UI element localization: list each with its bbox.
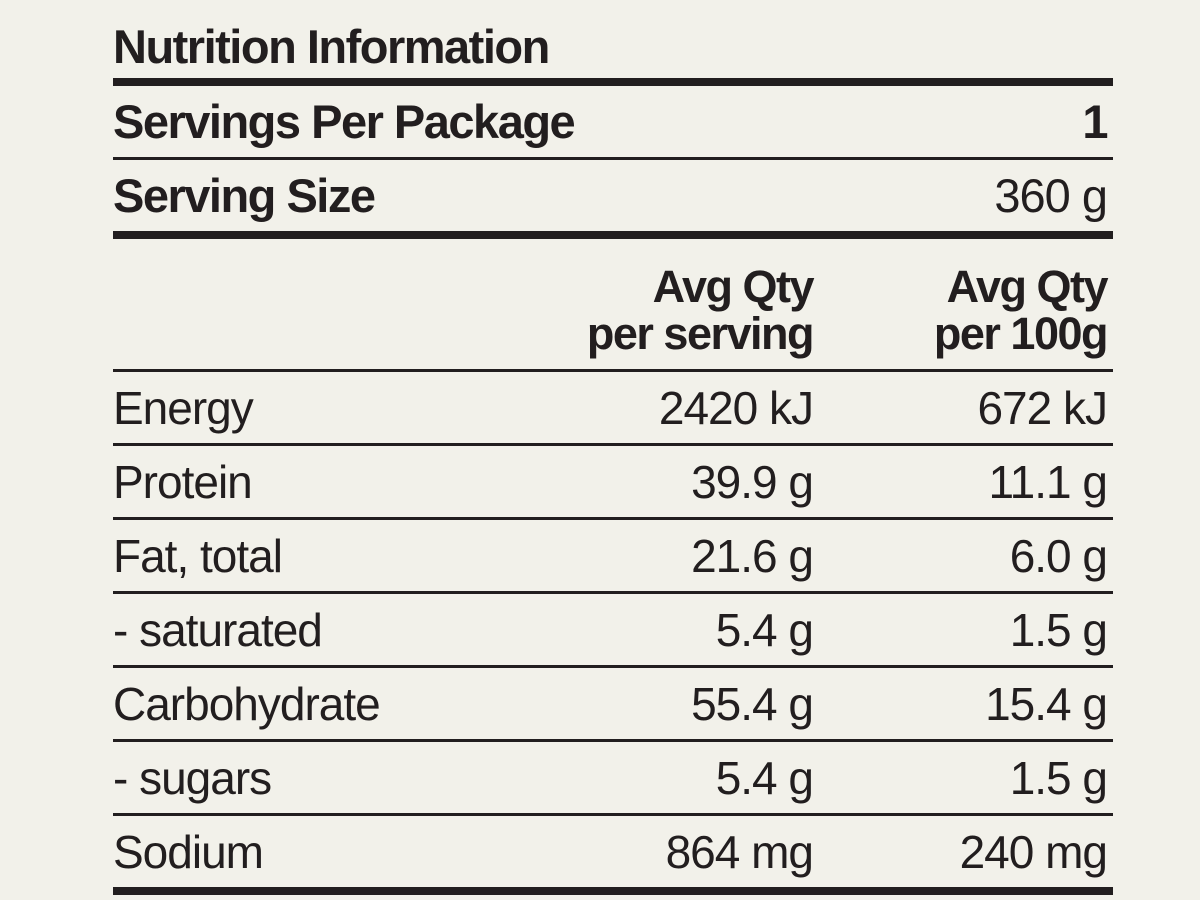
divider-row — [113, 591, 1113, 594]
divider-row — [113, 665, 1113, 668]
divider-header — [113, 369, 1113, 372]
panel-title: Nutrition Information — [113, 20, 550, 73]
serving-size-value: 360 g — [994, 169, 1108, 222]
servings-per-package-row: Servings Per Package 1 — [113, 86, 1113, 157]
per-100g-value: 11.1 g — [988, 455, 1108, 508]
divider-serving-size — [113, 231, 1113, 239]
nutrient-label: Carbohydrate — [113, 677, 381, 730]
column-header-per-serving-line1: Avg Qty — [652, 260, 815, 312]
divider-servings — [113, 157, 1113, 160]
per-100g-value: 6.0 g — [1009, 529, 1108, 582]
per-serving-value: 5.4 g — [715, 751, 814, 804]
nutrient-label: - saturated — [113, 603, 323, 656]
nutrient-row-protein: Protein 39.9 g 11.1 g — [113, 446, 1113, 517]
serving-size-row: Serving Size 360 g — [113, 160, 1113, 231]
divider-row — [113, 443, 1113, 446]
nutrient-row-carbohydrate: Carbohydrate 55.4 g 15.4 g — [113, 668, 1113, 739]
column-header-per-100g-line2: per 100g — [933, 307, 1109, 359]
divider-row — [113, 739, 1113, 742]
column-header-per-100g-line1: Avg Qty — [946, 260, 1109, 312]
nutrient-label: Fat, total — [113, 529, 283, 582]
column-header-per-100g: Avg Qty per 100g — [813, 260, 1113, 359]
nutrient-row-sugars: - sugars 5.4 g 1.5 g — [113, 742, 1113, 813]
divider-title — [113, 78, 1113, 86]
column-header-per-serving: Avg Qty per serving — [558, 260, 815, 359]
column-header-per-serving-line2: per serving — [586, 307, 815, 359]
divider-bottom — [113, 887, 1113, 895]
nutrient-label: Energy — [113, 381, 254, 434]
per-serving-value: 21.6 g — [691, 529, 814, 582]
nutrition-panel: Nutrition Information Servings Per Packa… — [113, 0, 1113, 895]
per-serving-value: 5.4 g — [715, 603, 814, 656]
column-header-row: Avg Qty per serving Avg Qty per 100g — [113, 239, 1113, 369]
per-serving-value: 864 mg — [665, 825, 814, 878]
nutrient-row-energy: Energy 2420 kJ 672 kJ — [113, 372, 1113, 443]
serving-size-label: Serving Size — [113, 169, 376, 222]
per-serving-value: 2420 kJ — [658, 381, 814, 434]
nutrient-row-fat-total: Fat, total 21.6 g 6.0 g — [113, 520, 1113, 591]
per-100g-value: 1.5 g — [1009, 603, 1108, 656]
per-100g-value: 1.5 g — [1009, 751, 1108, 804]
nutrient-label: Protein — [113, 455, 253, 508]
servings-per-package-value: 1 — [1082, 95, 1108, 148]
nutrient-row-sodium: Sodium 864 mg 240 mg — [113, 816, 1113, 887]
per-100g-value: 240 mg — [959, 825, 1108, 878]
per-serving-value: 39.9 g — [691, 455, 814, 508]
title-row: Nutrition Information — [113, 0, 1113, 78]
divider-row — [113, 517, 1113, 520]
per-100g-value: 672 kJ — [977, 381, 1108, 434]
per-serving-value: 55.4 g — [691, 677, 814, 730]
nutrient-label: Sodium — [113, 825, 264, 878]
servings-per-package-label: Servings Per Package — [113, 95, 576, 148]
divider-row — [113, 813, 1113, 816]
per-100g-value: 15.4 g — [985, 677, 1108, 730]
nutrient-row-saturated: - saturated 5.4 g 1.5 g — [113, 594, 1113, 665]
nutrient-label: - sugars — [113, 751, 272, 804]
